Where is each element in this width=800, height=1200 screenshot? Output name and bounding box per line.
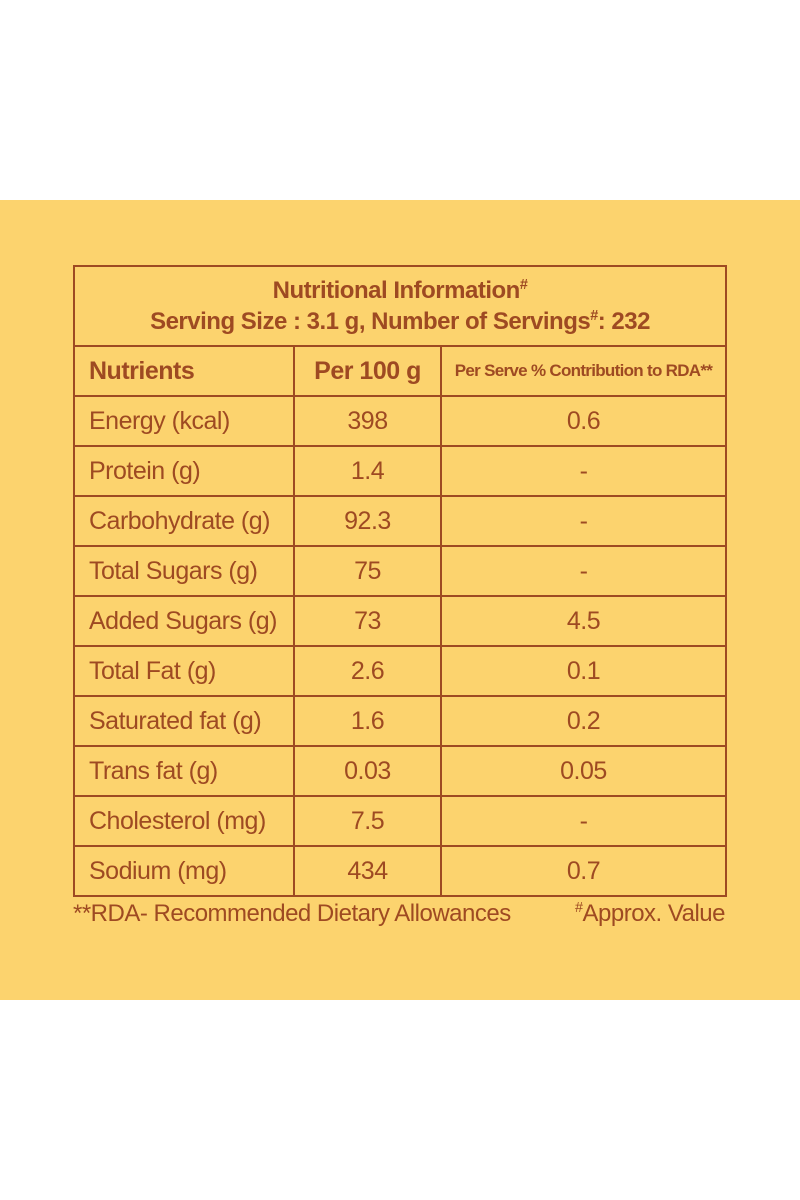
nutrient-label: Sodium (mg) bbox=[73, 845, 295, 897]
table-row-trans-fat: Trans fat (g) 0.03 0.05 bbox=[73, 745, 727, 797]
per-100g-value: 7.5 bbox=[293, 795, 442, 847]
column-header-per-100g: Per 100 g bbox=[293, 345, 442, 397]
per-100g-value: 398 bbox=[293, 395, 442, 447]
rda-value: - bbox=[440, 495, 727, 547]
rda-value: - bbox=[440, 545, 727, 597]
rda-value: 0.1 bbox=[440, 645, 727, 697]
rda-footnote: **RDA- Recommended Dietary Allowances bbox=[73, 900, 511, 927]
per-100g-value: 434 bbox=[293, 845, 442, 897]
rda-value: - bbox=[440, 445, 727, 497]
nutrient-label: Saturated fat (g) bbox=[73, 695, 295, 747]
nutrient-label: Added Sugars (g) bbox=[73, 595, 295, 647]
nutrient-label: Trans fat (g) bbox=[73, 745, 295, 797]
rda-value: 4.5 bbox=[440, 595, 727, 647]
per-100g-value: 0.03 bbox=[293, 745, 442, 797]
table-row-carbohydrate: Carbohydrate (g) 92.3 - bbox=[73, 495, 727, 547]
table-row-energy: Energy (kcal) 398 0.6 bbox=[73, 395, 727, 447]
rda-value: 0.2 bbox=[440, 695, 727, 747]
nutrient-label: Total Sugars (g) bbox=[73, 545, 295, 597]
per-100g-value: 92.3 bbox=[293, 495, 442, 547]
footnote: **RDA- Recommended Dietary Allowances #A… bbox=[73, 900, 726, 928]
rda-value: 0.6 bbox=[440, 395, 727, 447]
serving-size-line: Serving Size : 3.1 g, Number of Servings… bbox=[150, 308, 650, 335]
table-row-cholesterol: Cholesterol (mg) 7.5 - bbox=[73, 795, 727, 847]
nutrition-label-panel: Nutritional Information# Serving Size : … bbox=[0, 200, 800, 1000]
column-header-nutrients: Nutrients bbox=[73, 345, 295, 397]
approx-footnote: #Approx. Value bbox=[575, 900, 726, 927]
per-100g-value: 75 bbox=[293, 545, 442, 597]
rda-value: 0.7 bbox=[440, 845, 727, 897]
table-row-saturated-fat: Saturated fat (g) 1.6 0.2 bbox=[73, 695, 727, 747]
table-row-total-sugars: Total Sugars (g) 75 - bbox=[73, 545, 727, 597]
table-title: Nutritional Information# bbox=[272, 276, 528, 304]
table-row-total-fat: Total Fat (g) 2.6 0.1 bbox=[73, 645, 727, 697]
column-header-row: Nutrients Per 100 g Per Serve % Contribu… bbox=[73, 345, 727, 397]
rda-value: 0.05 bbox=[440, 745, 727, 797]
column-header-rda: Per Serve % Contribution to RDA** bbox=[440, 345, 727, 397]
nutrient-label: Protein (g) bbox=[73, 445, 295, 497]
servings-superscript: # bbox=[590, 308, 598, 324]
table-row-added-sugars: Added Sugars (g) 73 4.5 bbox=[73, 595, 727, 647]
per-100g-value: 1.4 bbox=[293, 445, 442, 497]
nutrient-label: Total Fat (g) bbox=[73, 645, 295, 697]
nutrient-label: Energy (kcal) bbox=[73, 395, 295, 447]
title-superscript: # bbox=[519, 276, 528, 293]
table-row-sodium: Sodium (mg) 434 0.7 bbox=[73, 845, 727, 897]
rda-value: - bbox=[440, 795, 727, 847]
table-title-row: Nutritional Information# Serving Size : … bbox=[73, 265, 727, 347]
table-row-protein: Protein (g) 1.4 - bbox=[73, 445, 727, 497]
per-100g-value: 73 bbox=[293, 595, 442, 647]
approx-superscript: # bbox=[575, 900, 583, 916]
nutrient-label: Carbohydrate (g) bbox=[73, 495, 295, 547]
per-100g-value: 2.6 bbox=[293, 645, 442, 697]
table-title-cell: Nutritional Information# Serving Size : … bbox=[73, 265, 727, 347]
nutrient-label: Cholesterol (mg) bbox=[73, 795, 295, 847]
nutrition-table: Nutritional Information# Serving Size : … bbox=[73, 265, 727, 897]
per-100g-value: 1.6 bbox=[293, 695, 442, 747]
